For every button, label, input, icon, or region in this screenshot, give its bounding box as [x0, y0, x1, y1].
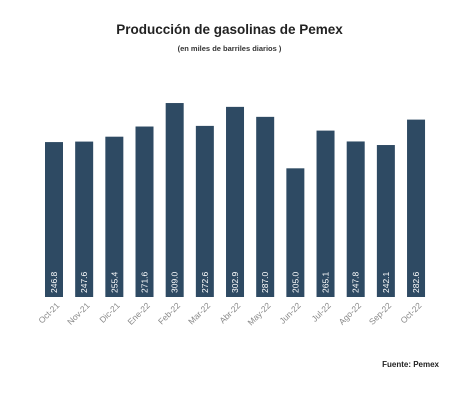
data-label-Oct-22: 282.6 — [411, 271, 421, 293]
bar-Jul-22 — [316, 130, 335, 297]
x-tick-label-Ago-22: Ago-22 — [337, 300, 364, 327]
bar-Oct-21 — [45, 142, 63, 297]
bar-Ene-22 — [135, 126, 154, 298]
x-tick-label-Mar-22: Mar-22 — [186, 300, 212, 326]
data-label-Sep-22: 242.1 — [381, 271, 391, 293]
bar-Jun-22 — [286, 168, 305, 297]
x-tick-label-Ene-22: Ene-22 — [125, 300, 152, 327]
x-tick-label-Sep-22: Sep-22 — [367, 300, 394, 327]
data-label-Abr-22: 302.9 — [230, 271, 240, 293]
x-tick-label-Feb-22: Feb-22 — [156, 300, 182, 326]
data-label-Jun-22: 205.0 — [290, 271, 300, 293]
data-label-Feb-22: 309.0 — [170, 271, 180, 293]
chart-title: Producción de gasolinas de Pemex — [116, 22, 343, 37]
bar-Feb-22 — [165, 103, 184, 297]
x-tick-label-Dic-21: Dic-21 — [97, 300, 122, 325]
x-tick-label-Oct-21: Oct-21 — [36, 300, 61, 325]
bar-Mar-22 — [195, 125, 214, 297]
x-tick-label-May-22: May-22 — [245, 300, 272, 327]
x-tick-label-Abr-22: Abr-22 — [217, 300, 242, 325]
chart-source: Fuente: Pemex — [382, 360, 439, 369]
bar-Sep-22 — [376, 145, 395, 297]
bar-Abr-22 — [226, 106, 245, 298]
x-tick-label-Jul-22: Jul-22 — [309, 300, 333, 324]
data-label-May-22: 287.0 — [260, 271, 270, 293]
data-label-Nov-21: 247.6 — [79, 271, 89, 293]
data-label-Ene-22: 271.6 — [140, 271, 150, 293]
chart-subtitle: (en miles de barriles diarios ) — [177, 44, 282, 53]
x-tick-label-Nov-21: Nov-21 — [65, 300, 92, 327]
x-tick-label-Oct-22: Oct-22 — [398, 300, 423, 325]
data-label-Oct-21: 246.8 — [49, 271, 59, 293]
data-label-Ago-22: 247.8 — [351, 271, 361, 293]
data-label-Mar-22: 272.6 — [200, 271, 210, 293]
bar-Nov-21 — [75, 141, 94, 297]
bar-May-22 — [256, 116, 275, 297]
bar-Oct-22 — [407, 119, 426, 297]
bar-Dic-21 — [105, 136, 124, 297]
x-tick-label-Jun-22: Jun-22 — [277, 300, 303, 326]
data-label-Jul-22: 265.1 — [321, 271, 331, 293]
data-label-Dic-21: 255.4 — [109, 271, 119, 293]
bar-Ago-22 — [346, 141, 365, 297]
